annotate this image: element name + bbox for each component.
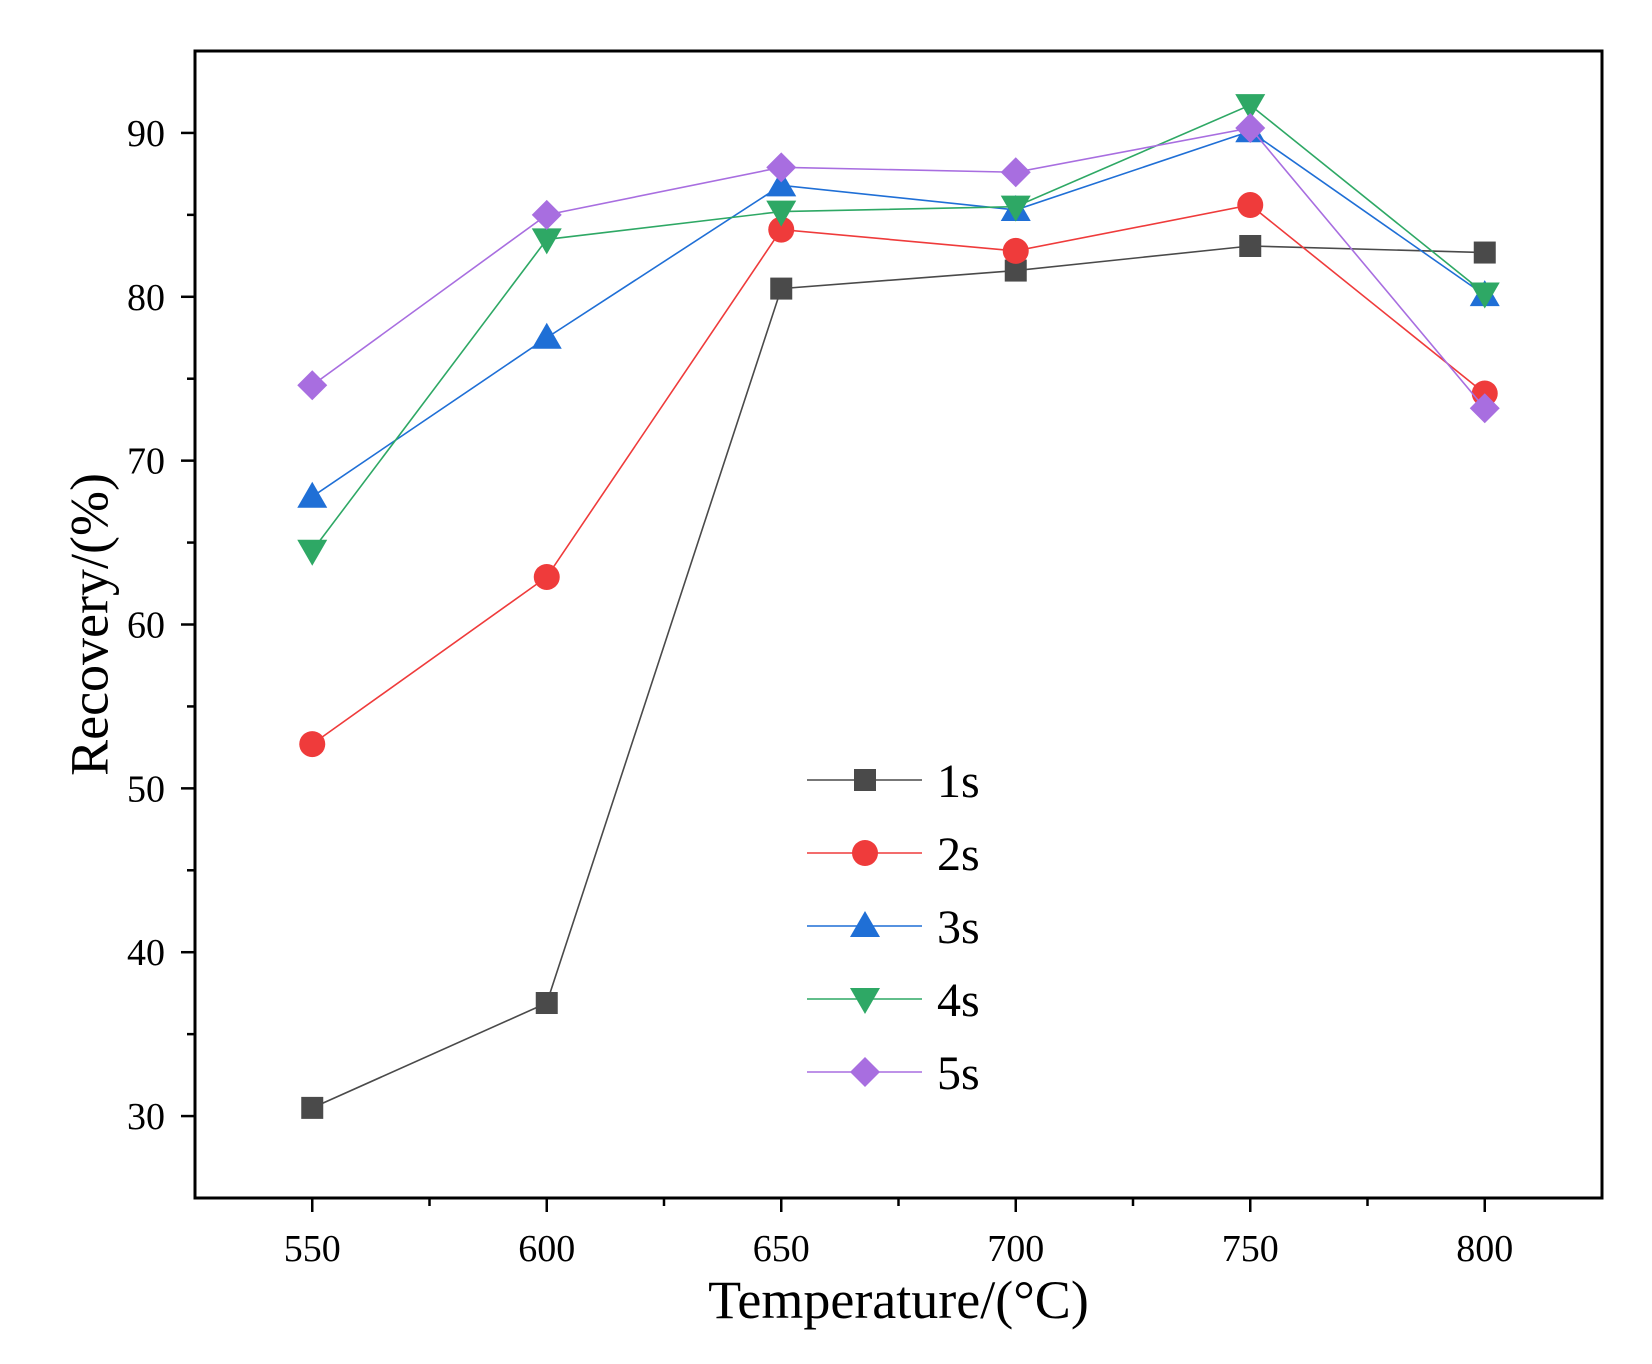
series-5s: [297, 113, 1500, 424]
series-1s: [301, 234, 1496, 1119]
y-tick-label: 90: [127, 113, 165, 155]
y-tick-label: 60: [127, 605, 165, 647]
legend-item-5s: 5s: [807, 1047, 980, 1100]
data-point-5s: [297, 370, 328, 401]
legend-label: 2s: [937, 828, 980, 881]
legend: 1s 2s 3s 4s 5s: [807, 755, 980, 1100]
data-point-1s: [301, 1096, 324, 1119]
legend-marker: [850, 911, 880, 937]
legend-item-1s: 1s: [807, 755, 980, 808]
data-point-2s: [768, 216, 795, 243]
series-line-3s: [311, 130, 1486, 498]
y-tick-label: 70: [127, 441, 165, 483]
data-point-3s: [766, 170, 797, 197]
series-layer: [297, 94, 1500, 1119]
data-point-1s: [770, 277, 793, 300]
series-line-5s: [311, 127, 1486, 409]
x-tick-label: 750: [1222, 1228, 1279, 1270]
x-tick-label: 700: [987, 1228, 1044, 1270]
x-tick-label: 800: [1456, 1228, 1513, 1270]
data-point-4s: [1469, 282, 1500, 309]
data-point-3s: [531, 322, 562, 349]
series-4s: [297, 94, 1500, 566]
data-point-4s: [297, 539, 328, 566]
data-point-4s: [531, 228, 562, 255]
data-point-4s: [766, 200, 797, 227]
legend-label: 3s: [937, 901, 980, 954]
legend-marker: [850, 1057, 880, 1087]
series-line-4s: [311, 104, 1486, 552]
series-line-2s: [311, 204, 1486, 745]
legend-label: 1s: [937, 755, 980, 808]
y-tick-label: 30: [127, 1096, 165, 1138]
data-point-1s: [1004, 259, 1027, 282]
data-point-1s: [1239, 234, 1262, 257]
x-tick-label: 550: [284, 1228, 341, 1270]
data-point-4s: [1235, 94, 1266, 121]
data-point-5s: [1469, 393, 1500, 424]
data-point-1s: [535, 992, 558, 1015]
y-tick-label: 50: [127, 768, 165, 810]
data-point-4s: [1000, 195, 1031, 222]
y-tick-label: 40: [127, 932, 165, 974]
data-point-5s: [531, 199, 562, 230]
data-point-2s: [1002, 237, 1029, 264]
legend-label: 5s: [937, 1047, 980, 1100]
y-axis-title: Recovery/(%): [59, 473, 119, 776]
legend-item-3s: 3s: [807, 901, 980, 954]
data-point-5s: [1000, 157, 1031, 188]
data-point-2s: [1237, 192, 1264, 219]
y-tick-label: 80: [127, 277, 165, 319]
axes: 550 600 650 700 750 800 30 40 50 60 70 80 90: [127, 49, 1604, 1270]
x-tick-label: 600: [518, 1228, 575, 1270]
data-point-3s: [297, 481, 328, 508]
legend-marker: [854, 769, 876, 791]
data-point-5s: [1235, 113, 1266, 144]
data-point-5s: [766, 152, 797, 183]
data-point-2s: [299, 731, 326, 758]
legend-marker: [850, 988, 880, 1014]
legend-item-2s: 2s: [807, 828, 980, 881]
series-line-1s: [311, 245, 1485, 1109]
series-2s: [299, 192, 1498, 758]
legend-item-4s: 4s: [807, 974, 980, 1027]
x-tick-label: 650: [753, 1228, 810, 1270]
legend-label: 4s: [937, 974, 980, 1027]
legend-marker: [852, 840, 878, 866]
x-axis-title: Temperature/(°C): [708, 1270, 1089, 1330]
data-point-2s: [533, 563, 560, 590]
data-point-1s: [1473, 241, 1496, 264]
